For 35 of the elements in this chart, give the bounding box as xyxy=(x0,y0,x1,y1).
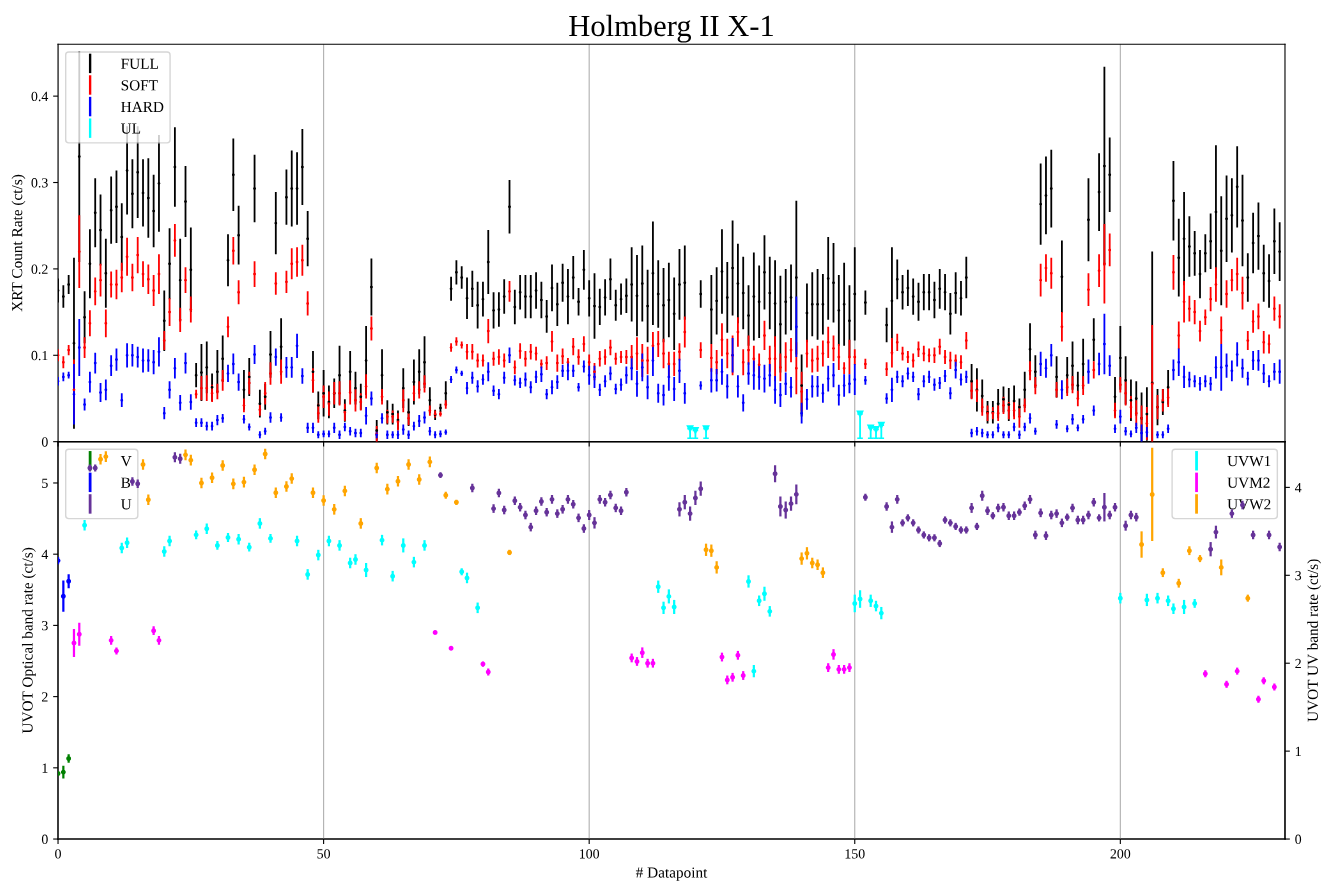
x-tick-label: 150 xyxy=(845,849,865,859)
y-tick-label: 0 xyxy=(41,834,48,844)
y-tick-label: 4 xyxy=(41,549,49,560)
legend-label: SOFT xyxy=(121,80,158,91)
y-tick-label: 0 xyxy=(41,437,48,447)
legend-label: FULL xyxy=(121,58,158,69)
y2-tick-label: 2 xyxy=(1295,658,1301,669)
y-tick-label: 0.3 xyxy=(31,178,48,188)
legend-label: UVM2 xyxy=(1227,477,1270,488)
x-tick-label: 0 xyxy=(55,849,61,859)
y2-tick-label: 0 xyxy=(1295,834,1302,844)
legend-label: HARD xyxy=(121,101,164,112)
x-axis-title: # Datapoint xyxy=(635,867,708,881)
y-tick-label: 0.1 xyxy=(31,350,48,361)
y-tick-label: 2 xyxy=(41,692,48,702)
y-tick-label: 3 xyxy=(42,621,48,631)
y-axis-title: XRT Count Rate (ct/s) xyxy=(11,174,26,312)
y-axis-title: UVOT Optical band rate (ct/s) xyxy=(21,547,36,734)
legend-label: UVW1 xyxy=(1227,456,1271,467)
legend-label: B xyxy=(121,477,131,488)
x-tick-label: 200 xyxy=(1110,849,1131,859)
chart-title: Holmberg II X-1 xyxy=(569,14,773,43)
legend-label: UL xyxy=(120,123,141,134)
y2-tick-label: 3 xyxy=(1295,570,1302,581)
y-tick-label: 1 xyxy=(42,763,48,773)
y2-axis-title: UVOT UV band rate (ct/s) xyxy=(1307,559,1322,722)
legend-label: U xyxy=(120,499,132,510)
x-tick-label: 100 xyxy=(579,849,600,859)
y-tick-label: 0.2 xyxy=(31,264,48,274)
y2-tick-label: 1 xyxy=(1295,746,1301,756)
y-tick-label: 5 xyxy=(42,478,48,488)
y2-tick-label: 4 xyxy=(1294,483,1302,493)
legend-label: V xyxy=(120,456,132,467)
x-tick-label: 50 xyxy=(317,849,331,859)
y-tick-label: 0.4 xyxy=(31,91,49,102)
